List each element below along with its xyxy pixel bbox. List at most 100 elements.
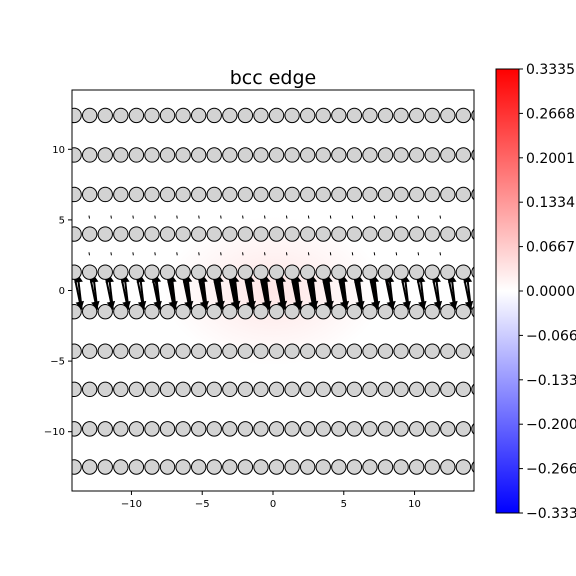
atom xyxy=(144,421,160,437)
atom xyxy=(190,107,207,124)
atom xyxy=(377,107,394,124)
atom xyxy=(268,186,285,203)
atom xyxy=(408,303,425,320)
atom xyxy=(222,343,238,359)
x-tick-label: −10 xyxy=(121,499,142,510)
atom xyxy=(331,459,347,475)
atom xyxy=(190,459,207,475)
atom xyxy=(113,264,129,280)
atom xyxy=(315,107,331,124)
colorbar-tick-label: 0.3335 xyxy=(526,62,575,78)
atom xyxy=(284,343,300,359)
plot-area xyxy=(72,107,474,475)
atom xyxy=(206,421,222,437)
colorbar-fill xyxy=(496,69,519,513)
atom xyxy=(315,226,331,242)
atom xyxy=(377,264,394,280)
colorbar-tick-label: 0.0000 xyxy=(526,284,575,300)
atom xyxy=(175,303,191,320)
atom xyxy=(159,303,176,320)
atom xyxy=(159,107,176,124)
atom xyxy=(471,305,474,318)
atom xyxy=(237,186,254,203)
atom xyxy=(315,459,331,475)
small-displacement xyxy=(154,252,156,256)
atom xyxy=(222,186,238,203)
atom xyxy=(81,264,98,280)
atom xyxy=(393,421,409,437)
atom xyxy=(268,343,285,359)
atom xyxy=(362,147,378,163)
colorbar-tick-label: 0.0667 xyxy=(526,240,575,256)
x-axis: −10 −5 0 5 10 xyxy=(121,491,421,510)
atom xyxy=(72,459,82,475)
atom xyxy=(299,459,316,475)
y-tick-label: −10 xyxy=(44,427,65,438)
colorbar-tick-label: −0.1334 xyxy=(526,373,576,389)
atom xyxy=(72,264,82,280)
displacement-arrow-head xyxy=(244,274,255,283)
atom xyxy=(393,303,409,320)
atom xyxy=(377,343,394,359)
atom xyxy=(424,264,440,280)
atom xyxy=(144,343,160,359)
small-displacement xyxy=(373,215,376,219)
atom xyxy=(268,303,285,320)
atom xyxy=(455,264,472,280)
atom xyxy=(206,264,222,280)
atom xyxy=(222,107,238,124)
small-displacement xyxy=(373,252,376,256)
atom xyxy=(159,381,176,398)
small-displacement xyxy=(110,252,112,256)
atom xyxy=(471,345,474,358)
small-displacement xyxy=(417,252,420,256)
atom xyxy=(455,381,472,398)
atom xyxy=(268,381,285,398)
atom xyxy=(128,107,145,124)
atom xyxy=(113,303,129,320)
y-tick-label: 10 xyxy=(52,145,65,156)
atom xyxy=(440,264,456,280)
small-displacement xyxy=(395,215,398,219)
atom xyxy=(377,381,394,398)
atom xyxy=(97,264,113,280)
atom xyxy=(424,381,440,398)
small-displacement xyxy=(198,252,200,256)
atom xyxy=(206,343,222,359)
atom xyxy=(455,226,472,242)
atom xyxy=(175,147,191,163)
atom xyxy=(315,303,331,320)
atom xyxy=(440,107,456,124)
colorbar-tick-label: −0.2001 xyxy=(526,417,576,433)
atom xyxy=(346,226,363,242)
atom xyxy=(331,107,347,124)
small-displacement xyxy=(242,252,244,256)
small-displacement xyxy=(285,252,288,256)
atom xyxy=(346,264,363,280)
atom xyxy=(299,303,316,320)
atom xyxy=(424,226,440,242)
atom xyxy=(377,459,394,475)
atom xyxy=(346,186,363,203)
atom xyxy=(175,107,191,124)
atom xyxy=(362,264,378,280)
atom xyxy=(440,421,456,437)
atom xyxy=(159,459,176,475)
atom xyxy=(362,459,378,475)
atom xyxy=(393,264,409,280)
atom xyxy=(81,381,98,398)
atom xyxy=(377,147,394,163)
atom xyxy=(206,186,222,203)
atom xyxy=(81,303,98,320)
small-displacement xyxy=(198,215,200,219)
atom xyxy=(393,226,409,242)
atom xyxy=(424,147,440,163)
atom xyxy=(268,226,285,242)
atom xyxy=(175,421,191,437)
colorbar-tick-label: −0.0667 xyxy=(526,328,576,344)
atom xyxy=(346,147,363,163)
atom xyxy=(190,303,207,320)
atom xyxy=(190,421,207,437)
atom xyxy=(190,147,207,163)
atom xyxy=(253,226,269,242)
